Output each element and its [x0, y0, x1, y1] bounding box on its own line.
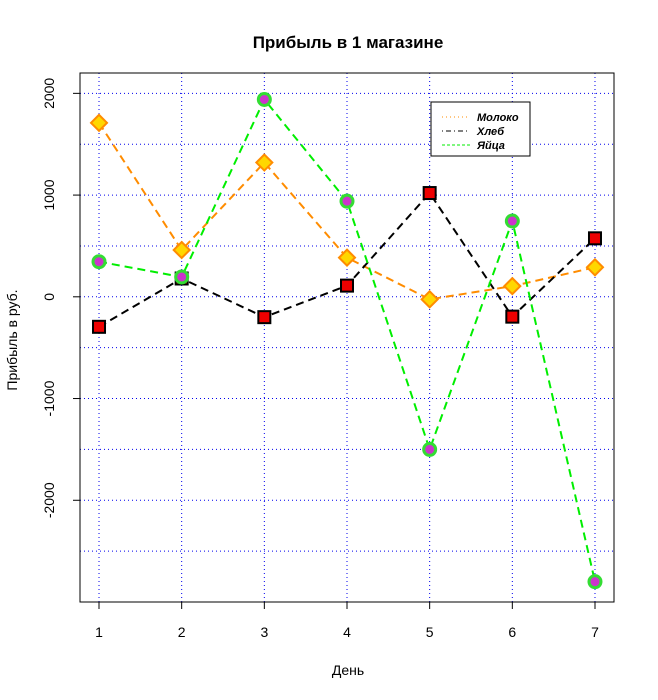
- data-point-diamond: [502, 276, 522, 296]
- legend: Молоко Хлеб Яйца: [430, 101, 531, 157]
- y-tick-label: 2000: [41, 78, 57, 109]
- y-tick-label: -2000: [41, 482, 57, 518]
- chart-title: Прибыль в 1 магазине: [253, 33, 444, 52]
- y-tick-label: 0: [41, 293, 57, 301]
- grid-lines: [80, 73, 614, 602]
- data-point-square: [257, 310, 272, 325]
- data-point-square: [422, 186, 437, 201]
- legend-label: Молоко: [477, 112, 519, 124]
- x-tick-label: 1: [95, 624, 103, 640]
- data-point-circle: [256, 91, 272, 107]
- data-point-circle: [422, 441, 438, 457]
- data-point-circle: [174, 269, 190, 285]
- data-point-circle: [91, 254, 107, 270]
- data-point-diamond: [89, 113, 109, 133]
- y-axis-label: Прибыль в руб.: [4, 289, 20, 390]
- x-tick-label: 5: [426, 624, 434, 640]
- x-tick-label: 4: [343, 624, 351, 640]
- legend-label: Хлеб: [476, 126, 505, 138]
- x-tick-label: 3: [260, 624, 268, 640]
- y-axis: -2000 -1000 0 1000 2000: [41, 78, 81, 518]
- series-markers: [89, 91, 605, 590]
- data-point-diamond: [254, 153, 274, 172]
- x-axis: 1 2 3 4 5 6 7: [95, 601, 599, 640]
- data-point-diamond: [585, 257, 605, 277]
- data-point-circle: [504, 213, 520, 229]
- data-point-diamond: [420, 289, 440, 309]
- x-tick-label: 6: [508, 624, 516, 640]
- legend-label: Яйца: [476, 140, 505, 152]
- data-point-circle: [339, 193, 355, 209]
- data-point-square: [505, 309, 520, 324]
- data-point-square: [92, 319, 107, 334]
- x-tick-label: 2: [178, 624, 186, 640]
- data-point-square: [587, 231, 602, 246]
- legend-box: [430, 101, 531, 157]
- y-tick-label: -1000: [41, 380, 57, 416]
- x-tick-label: 7: [591, 624, 599, 640]
- data-point-diamond: [172, 240, 192, 260]
- x-axis-label: День: [332, 662, 364, 678]
- y-tick-label: 1000: [41, 179, 57, 210]
- data-point-diamond: [337, 248, 357, 268]
- data-point-square: [340, 278, 354, 293]
- data-point-circle: [587, 574, 603, 590]
